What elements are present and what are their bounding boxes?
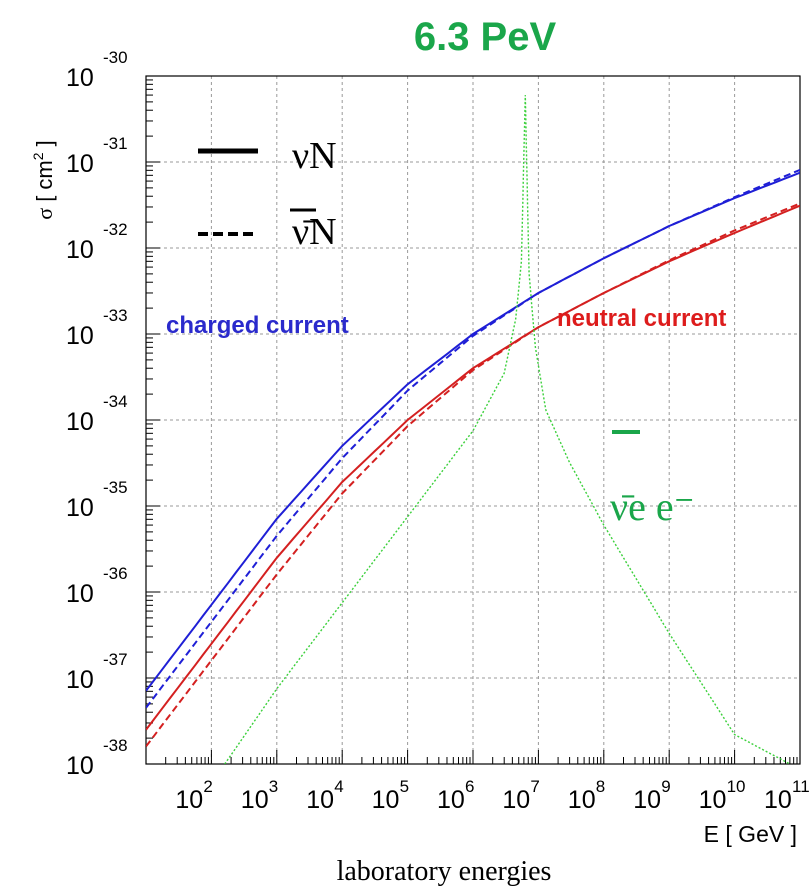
y-tick-base: 10	[66, 236, 94, 264]
legend: νN ν̄N	[198, 135, 337, 253]
y-tick-base: 10	[66, 752, 94, 780]
y-tick-label: 10 -35	[66, 478, 128, 522]
x-tick-base: 10	[568, 786, 596, 814]
x-tick-label: 10 7	[502, 777, 539, 814]
x-tick-base: 10	[633, 786, 661, 814]
annotation-charged-current: charged current	[166, 312, 349, 339]
x-tick-exponent: 8	[596, 777, 605, 796]
legend-label-antineutrino: ν̄N	[292, 211, 337, 253]
x-tick-exponent: 3	[269, 777, 278, 796]
grid	[146, 75, 801, 765]
y-tick-base: 10	[66, 322, 94, 350]
x-tick-base: 10	[502, 786, 530, 814]
legend-label-neutrino: νN	[292, 135, 337, 177]
x-tick-label: 10 5	[372, 777, 409, 814]
caption: laboratory energies	[337, 856, 552, 887]
x-tick-label: 10 6	[437, 777, 474, 814]
x-tick-labels: 10 2 10 3 10 4 10 5 10 6 10 7 10 8 10 9 10 10 10 11	[175, 777, 809, 814]
x-tick-exponent: 11	[792, 777, 809, 796]
y-tick-label: 10 -32	[66, 220, 128, 264]
y-tick-label: 10 -37	[66, 650, 128, 694]
x-tick-base: 10	[699, 786, 727, 814]
y-tick-exponent: -34	[103, 392, 128, 411]
y-tick-base: 10	[66, 580, 94, 608]
y-tick-base: 10	[66, 666, 94, 694]
plot-frame	[145, 75, 801, 765]
series-layer	[146, 95, 800, 764]
x-tick-base: 10	[372, 786, 400, 814]
x-tick-exponent: 5	[400, 777, 409, 796]
y-tick-labels: 10 -30 10 -31 10 -32 10 -33 10 -34 10 -35 10 -36 10 -37…	[66, 48, 128, 780]
x-tick-base: 10	[175, 786, 203, 814]
x-tick-label: 10 2	[175, 777, 212, 814]
y-axis-unit: [ cm	[32, 160, 57, 208]
x-tick-label: 10 4	[306, 777, 343, 814]
y-axis-symbol: σ	[32, 208, 57, 220]
y-tick-base: 10	[66, 150, 94, 178]
x-tick-label: 10 10	[699, 777, 746, 814]
y-tick-exponent: -33	[103, 306, 128, 325]
annotation-antinue-electron: ν̄e e⁻	[610, 484, 695, 529]
y-tick-exponent: -35	[103, 478, 128, 497]
x-tick-exponent: 4	[334, 777, 343, 796]
series-line-3	[146, 202, 800, 748]
y-tick-exponent: -37	[103, 650, 128, 669]
x-tick-exponent: 7	[530, 777, 539, 796]
series-line-0	[146, 171, 800, 692]
x-tick-exponent: 6	[465, 777, 474, 796]
series-line-2	[146, 204, 800, 731]
y-tick-base: 10	[66, 408, 94, 436]
y-tick-label: 10 -36	[66, 564, 128, 608]
y-tick-exponent: -30	[103, 48, 128, 67]
x-tick-exponent: 10	[727, 777, 746, 796]
x-tick-base: 10	[306, 786, 334, 814]
x-tick-label: 10 11	[764, 777, 809, 814]
x-tick-label: 10 8	[568, 777, 605, 814]
y-tick-base: 10	[66, 494, 94, 522]
series-line-4	[224, 95, 791, 764]
y-tick-exponent: -31	[103, 134, 128, 153]
headline: 6.3 PeV	[414, 15, 557, 59]
x-tick-base: 10	[764, 786, 792, 814]
y-tick-exponent: -36	[103, 564, 128, 583]
x-tick-exponent: 2	[203, 777, 212, 796]
y-tick-label: 10 -31	[66, 134, 128, 178]
y-axis-label: σ [ cm2 ]	[30, 140, 57, 220]
y-axis-unit-exponent: 2	[30, 152, 46, 160]
y-tick-label: 10 -33	[66, 306, 128, 350]
y-tick-exponent: -32	[103, 220, 128, 239]
x-tick-base: 10	[241, 786, 269, 814]
y-tick-label: 10 -38	[66, 736, 128, 780]
x-tick-base: 10	[437, 786, 465, 814]
x-tick-exponent: 9	[661, 777, 670, 796]
series-line-1	[146, 168, 800, 709]
annotation-neutral-current: neutral current	[557, 305, 726, 332]
x-axis-label: E [ GeV ]	[704, 821, 797, 847]
minor-ticks	[145, 79, 798, 765]
y-tick-exponent: -38	[103, 736, 128, 755]
y-axis-unit-close: ]	[32, 140, 57, 152]
y-tick-label: 10 -34	[66, 392, 128, 436]
x-tick-label: 10 9	[633, 777, 670, 814]
y-tick-base: 10	[66, 64, 94, 92]
x-tick-label: 10 3	[241, 777, 278, 814]
y-tick-label: 10 -30	[66, 48, 128, 92]
